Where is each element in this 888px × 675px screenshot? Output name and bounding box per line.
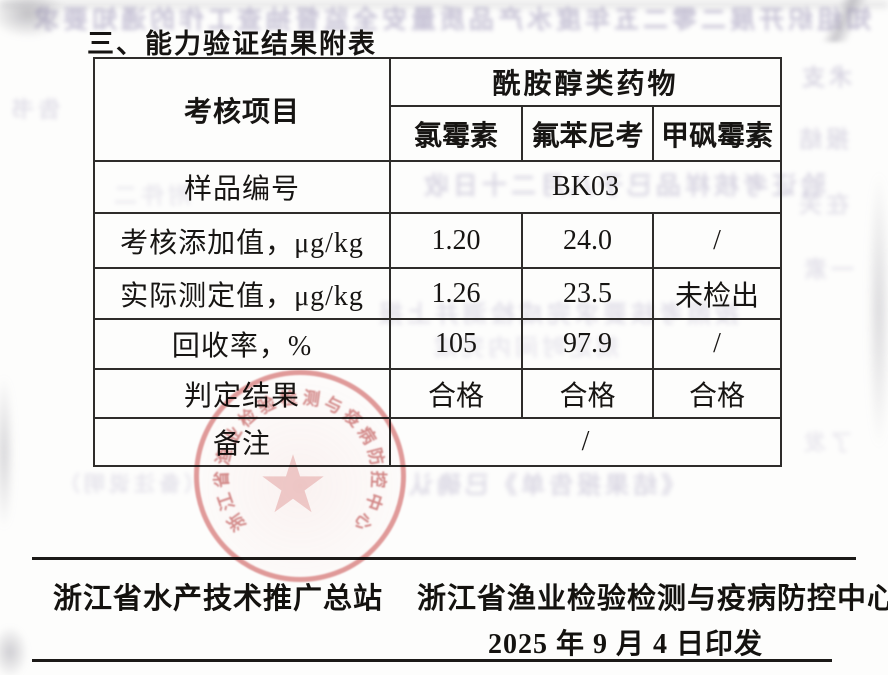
seal-ring-char: 江 [214, 490, 239, 513]
section-title: 三、能力验证结果附表 [87, 29, 377, 59]
scan-artifact [0, 0, 66, 38]
cell-spiked-cap: 1.20 [389, 212, 523, 269]
bleed-text: 在关 [795, 192, 849, 217]
cell-recovery-tap: / [652, 318, 782, 370]
seal-ring-char: 心 [350, 509, 376, 535]
cell-spiked-tap: / [652, 212, 782, 269]
column-header-thiamphenicol: 甲砜霉素 [652, 105, 782, 162]
header-item-label: 考核项目 [93, 57, 391, 162]
footer-org-right: 浙江省渔业检验检测与疫病防控中心 [417, 583, 888, 615]
bleed-text: 告书 [8, 97, 61, 122]
cell-sample-id: BK03 [389, 160, 782, 214]
header-drug-group: 酰胺醇类药物 [389, 57, 782, 107]
cell-measured-cap: 1.26 [389, 267, 523, 320]
results-table: 考核项目 酰胺醇类药物 氯霉素 氟苯尼考 甲砜霉素 样品编号 BK03 考核添加… [93, 57, 782, 467]
seal-ring-char: 省 [212, 470, 232, 489]
bleed-text: 《结果报告单》已确认 [405, 473, 685, 499]
scan-artifact [868, 170, 888, 450]
row-label-sample-id: 样品编号 [93, 160, 391, 214]
scan-artifact [0, 0, 888, 9]
bleed-text: 术支 [798, 65, 852, 90]
scan-artifact [0, 626, 28, 675]
footer-issue-date: 2025 年 9 月 4 日印发 [488, 629, 764, 660]
scan-artifact [796, 0, 888, 42]
column-header-florfenicol: 氟苯尼考 [521, 105, 654, 162]
row-label-measured-value: 实际测定值，μg/kg [93, 267, 391, 320]
cell-recovery-ff: 97.9 [521, 318, 654, 370]
footer-rule-top [32, 557, 856, 560]
cell-judgement-cap: 合格 [389, 368, 523, 419]
cell-judgement-tap: 合格 [652, 368, 782, 419]
row-label-recovery: 回收率，% [93, 318, 391, 370]
scan-artifact [0, 375, 13, 530]
bleed-text: 报结 [795, 127, 849, 152]
cell-recovery-cap: 105 [389, 318, 523, 370]
cell-remarks: / [389, 417, 782, 467]
seal-ring-char: 浙 [224, 509, 250, 535]
seal-ring-char: 控 [368, 470, 388, 489]
seal-ring-char: 中 [361, 490, 386, 513]
footer-org-left: 浙江省水产技术推广总站 [53, 583, 384, 615]
cell-measured-tap: 未检出 [652, 267, 782, 320]
cell-measured-ff: 23.5 [521, 267, 654, 320]
bleed-text: 了发 [800, 430, 853, 455]
row-label-remarks: 备注 [93, 417, 391, 467]
bleed-text: 一素 [800, 257, 854, 282]
column-header-chloramphenicol: 氯霉素 [389, 105, 523, 162]
footer-organizations: 浙江省水产技术推广总站 浙江省渔业检验检测与疫病防控中心 [53, 575, 888, 617]
cell-judgement-ff: 合格 [521, 368, 654, 419]
cell-spiked-ff: 24.0 [521, 212, 654, 269]
row-label-spiked-value: 考核添加值，μg/kg [93, 212, 391, 269]
footer-rule-bottom [32, 659, 832, 662]
bleed-text: （备注说明） [55, 472, 205, 496]
row-label-judgement: 判定结果 [93, 368, 391, 419]
